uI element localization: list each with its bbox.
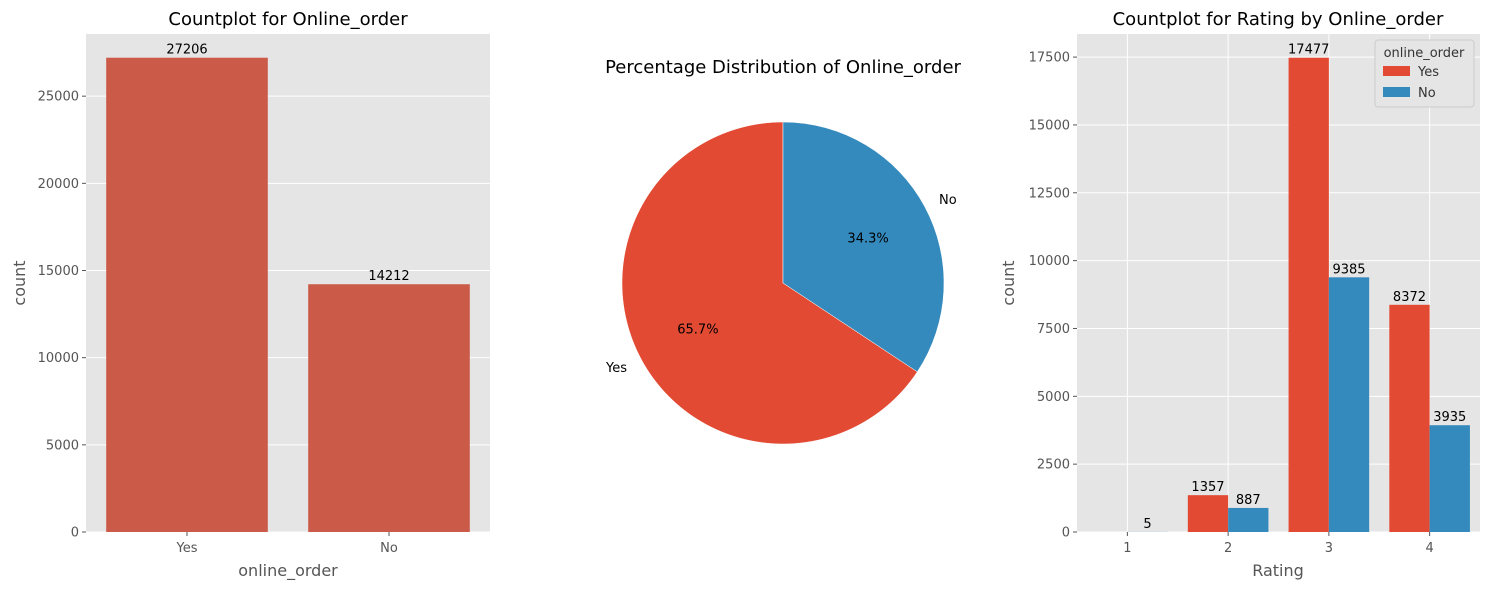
legend-title: online_order — [1384, 46, 1465, 61]
legend-swatch-yes — [1383, 66, 1410, 76]
y-tick-label: 25000 — [38, 90, 79, 105]
online-order-countplot: 0 5000 10000 15000 20000 25000 Yes No 27206 142… — [10, 9, 490, 581]
pie-category-label: Yes — [605, 361, 627, 376]
legend-label: No — [1418, 86, 1436, 101]
x-tick-label: 1 — [1123, 541, 1131, 556]
chart-title: Countplot for Rating by Online_order — [1113, 9, 1444, 30]
bar-rating-3-no — [1328, 277, 1370, 532]
bars — [1127, 57, 1470, 532]
y-tick-label: 7500 — [1037, 322, 1070, 337]
y-tick-labels: 0 2500 5000 7500 10000 12500 15000 17500 — [1029, 51, 1077, 541]
data-label: 14212 — [368, 269, 409, 284]
rating-by-online-order-countplot: 0 2500 5000 7500 10000 12500 15000 17500 1 2 3 4 5… — [999, 9, 1480, 580]
pie-slices — [621, 121, 945, 445]
y-tick-label: 0 — [1062, 526, 1070, 541]
x-tick-label: 3 — [1325, 541, 1333, 556]
online-order-pie: 65.7% Yes 34.3% No Percentage Distribution … — [605, 57, 962, 445]
pie-slice-no — [782, 121, 945, 373]
data-label: 5 — [1143, 517, 1151, 532]
bar-no — [308, 284, 470, 532]
y-tick-label: 10000 — [1029, 254, 1070, 269]
pie-pct-label: 34.3% — [847, 231, 888, 246]
pie-category-label: No — [939, 193, 957, 208]
y-tick-label: 17500 — [1029, 51, 1070, 66]
y-tick-labels: 0 5000 10000 15000 20000 25000 — [38, 90, 86, 541]
x-tick-label: No — [380, 541, 398, 556]
y-tick-label: 15000 — [38, 264, 79, 279]
x-tick-labels: Yes No — [176, 532, 398, 556]
data-label: 27206 — [166, 43, 207, 58]
bar-rating-4-no — [1429, 425, 1470, 532]
legend: online_order Yes No — [1374, 39, 1475, 108]
y-tick-label: 5000 — [1037, 390, 1070, 405]
chart-title: Percentage Distribution of Online_order — [605, 57, 961, 78]
bar-rating-3-yes — [1288, 57, 1329, 532]
y-tick-label: 12500 — [1029, 186, 1070, 201]
data-label: 1357 — [1191, 480, 1224, 495]
data-labels: 27206 14212 — [166, 43, 409, 285]
bar-rating-2-no — [1228, 507, 1269, 532]
legend-label: Yes — [1417, 65, 1439, 80]
bar-yes — [106, 57, 268, 533]
x-tick-label: 2 — [1224, 541, 1232, 556]
bars — [106, 57, 470, 533]
data-label: 887 — [1236, 493, 1261, 508]
y-axis-label: count — [10, 260, 29, 305]
x-tick-labels: 1 2 3 4 — [1123, 532, 1434, 556]
y-tick-label: 2500 — [1037, 458, 1070, 473]
y-tick-label: 10000 — [38, 351, 79, 366]
pie-labels: 65.7% Yes 34.3% No — [605, 193, 957, 376]
pie-slice-yes — [621, 121, 918, 445]
chart-title: Countplot for Online_order — [168, 9, 408, 30]
y-axis-label: count — [999, 260, 1018, 305]
x-axis-label: Rating — [1252, 561, 1304, 580]
data-label: 8372 — [1393, 290, 1426, 305]
data-labels: 5 1357 887 17477 9385 8372 3935 — [1143, 43, 1466, 532]
x-tick-label: Yes — [176, 541, 198, 556]
x-tick-label: 4 — [1425, 541, 1433, 556]
data-label: 17477 — [1288, 43, 1329, 58]
y-tick-label: 5000 — [46, 438, 79, 453]
bar-rating-4-yes — [1389, 304, 1430, 532]
data-label: 9385 — [1332, 262, 1365, 277]
y-tick-label: 0 — [71, 526, 79, 541]
x-axis-label: online_order — [238, 561, 338, 581]
pie-pct-label: 65.7% — [677, 323, 718, 338]
y-tick-label: 20000 — [38, 177, 79, 192]
legend-swatch-no — [1383, 87, 1410, 97]
y-tick-label: 15000 — [1029, 118, 1070, 133]
data-label: 3935 — [1433, 410, 1466, 425]
bar-rating-2-yes — [1187, 495, 1229, 532]
